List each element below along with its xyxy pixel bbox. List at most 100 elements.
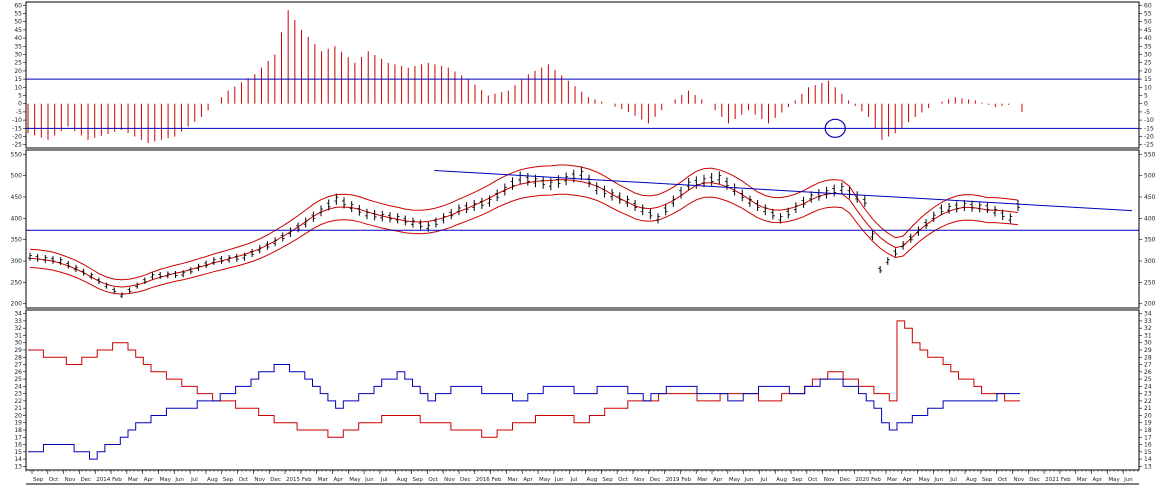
right-tick-label: 300 (1144, 258, 1156, 265)
red-series-line (28, 320, 1020, 438)
right-tick-label: 32 (1144, 325, 1152, 332)
left-tick-label: 19 (14, 420, 22, 427)
month-label: Sep (982, 477, 993, 483)
month-label: Oct (998, 477, 1008, 483)
month-label: Mar (318, 477, 329, 483)
left-tick-label: 15 (14, 76, 22, 83)
left-tick-label: 25 (14, 376, 22, 383)
right-tick-label: 19 (1144, 420, 1152, 427)
right-tick-label: 25 (1144, 376, 1152, 383)
lower-band-line (29, 193, 1019, 295)
right-tick-label: 33 (1144, 318, 1152, 325)
right-tick-label: -15 (1144, 125, 1154, 132)
left-tick-label: 200 (11, 301, 23, 308)
month-label: Jul (949, 477, 957, 483)
month-label: Oct (618, 477, 628, 483)
right-tick-label: 14 (1144, 456, 1152, 463)
month-label: Jul (570, 477, 578, 483)
right-tick-label: 35 (1144, 43, 1152, 50)
month-label: Dec (650, 477, 661, 483)
right-tick-label: 30 (1144, 340, 1152, 347)
month-label: May (349, 477, 361, 483)
highlight-circle (824, 118, 846, 138)
month-label: Apr (333, 477, 343, 483)
month-label: Nov (65, 477, 76, 483)
left-tick-label: 5 (18, 93, 22, 100)
right-tick-label: 40 (1144, 35, 1152, 42)
month-label: Oct (49, 477, 59, 483)
month-label: Jun (364, 477, 374, 483)
month-label: Feb (871, 477, 881, 483)
right-tick-label: 15 (1144, 449, 1152, 456)
month-label: Jun (174, 477, 184, 483)
right-tick-label: 31 (1144, 332, 1152, 339)
month-label: Nov (824, 477, 835, 483)
right-tick-label: 25 (1144, 60, 1152, 67)
left-tick-label: 17 (14, 434, 22, 441)
month-label: Mar (1077, 477, 1088, 483)
right-tick-label: 550 (1144, 151, 1156, 158)
month-label: Sep (413, 477, 424, 483)
right-tick-label: 200 (1144, 301, 1156, 308)
left-tick-label: 50 (14, 19, 22, 26)
panel-frames (25, 1, 1140, 485)
left-tick-label: 25 (14, 60, 22, 67)
month-label: 2014 (96, 477, 110, 483)
left-tick-label: 450 (11, 194, 23, 201)
left-tick-label: -15 (12, 125, 22, 132)
left-tick-label: -25 (12, 142, 22, 149)
right-tick-label: 20 (1144, 68, 1152, 75)
right-tick-label: 20 (1144, 412, 1152, 419)
month-label: Nov (1013, 477, 1024, 483)
left-tick-label: 22 (14, 398, 22, 405)
month-label: Apr (523, 477, 533, 483)
left-tick-label: 350 (11, 237, 23, 244)
left-tick-label: 30 (14, 340, 22, 347)
month-label: May (539, 477, 551, 483)
left-tick-label: 28 (14, 354, 22, 361)
right-tick-label: 17 (1144, 434, 1152, 441)
month-label: 2016 (476, 477, 490, 483)
month-label: Apr (144, 477, 154, 483)
month-label: Mar (128, 477, 139, 483)
month-label: May (160, 477, 172, 483)
right-tick-label: 27 (1144, 362, 1152, 369)
right-tick-label: 0 (1144, 101, 1148, 108)
month-label: Dec (840, 477, 851, 483)
month-label: Jul (759, 477, 767, 483)
right-tick-label: -10 (1144, 117, 1154, 124)
month-label: 2020 (855, 477, 869, 483)
left-tick-label: 29 (14, 347, 22, 354)
moving-average-line (29, 179, 1019, 288)
month-label: Oct (239, 477, 249, 483)
month-label: Oct (428, 477, 438, 483)
month-label: Aug (207, 477, 218, 483)
month-label: May (1108, 477, 1120, 483)
right-tick-label: 45 (1144, 27, 1152, 34)
right-tick-label: 30 (1144, 51, 1152, 58)
time-axis: Sep Oct Nov Dec 2014 Feb Mar Apr May Jun Jul Aug Sep… (25, 470, 1139, 483)
left-tick-label: 32 (14, 325, 22, 332)
month-label: Aug (587, 477, 598, 483)
upper-band-line (29, 164, 1019, 281)
month-label: 2021 (1045, 477, 1059, 483)
month-label: Feb (1061, 477, 1071, 483)
right-tick-label: 10 (1144, 84, 1152, 91)
left-tick-label: 13 (14, 463, 22, 470)
right-tick-label: -25 (1144, 142, 1154, 149)
left-tick-label: 300 (11, 258, 23, 265)
left-tick-label: -10 (12, 117, 22, 124)
left-tick-label: 34 (14, 311, 22, 318)
resistance-trendline (434, 169, 1133, 212)
month-label: May (919, 477, 931, 483)
left-tick-label: 15 (14, 449, 22, 456)
month-label: Nov (634, 477, 645, 483)
blue-series-line (28, 364, 1020, 460)
left-tick-label: 16 (14, 442, 22, 449)
left-tick-label: 20 (14, 412, 22, 419)
month-label: Jun (933, 477, 943, 483)
osc-frame (25, 1, 1140, 149)
